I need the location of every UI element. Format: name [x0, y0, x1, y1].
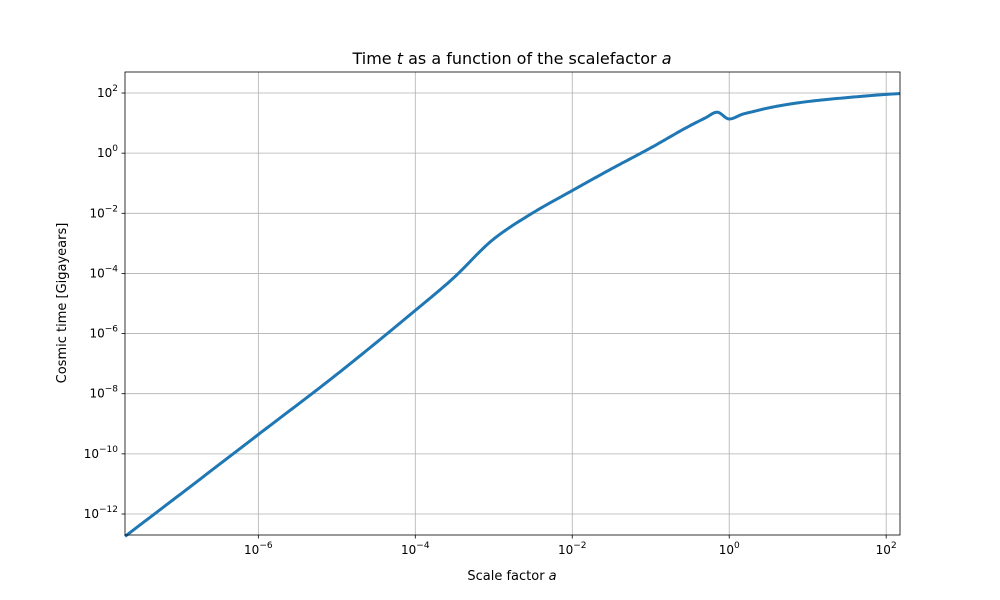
y-tick-label: 10−2	[89, 204, 118, 220]
plot-frame	[124, 71, 901, 536]
y-tick-label: 10−4	[89, 264, 118, 280]
chart-title: Time t as a function of the scalefactor …	[351, 49, 671, 68]
y-tick-label: 10−8	[89, 385, 118, 401]
x-tick-label: 10−4	[401, 541, 430, 557]
y-tick-label: 102	[97, 84, 118, 100]
y-tick-label: 10−10	[84, 445, 119, 461]
x-axis-label: Scale factor a	[467, 569, 556, 584]
grid	[125, 72, 900, 535]
y-axis-label: Cosmic time [Gigayears]	[55, 223, 70, 384]
ticks: 10−6 10−4 10−2 100 102 102 100 10−2 10−4 10−6 10−8…	[84, 84, 897, 557]
series-line	[124, 92, 901, 538]
series-layer	[124, 92, 901, 538]
y-tick-label: 10−6	[89, 325, 118, 341]
x-tick-label: 10−6	[244, 541, 273, 557]
y-tick-label: 100	[97, 144, 118, 160]
x-tick-label: 10−2	[558, 541, 587, 557]
x-tick-label: 100	[719, 541, 740, 557]
x-tick-label: 102	[876, 541, 897, 557]
y-tick-label: 10−12	[84, 505, 118, 521]
